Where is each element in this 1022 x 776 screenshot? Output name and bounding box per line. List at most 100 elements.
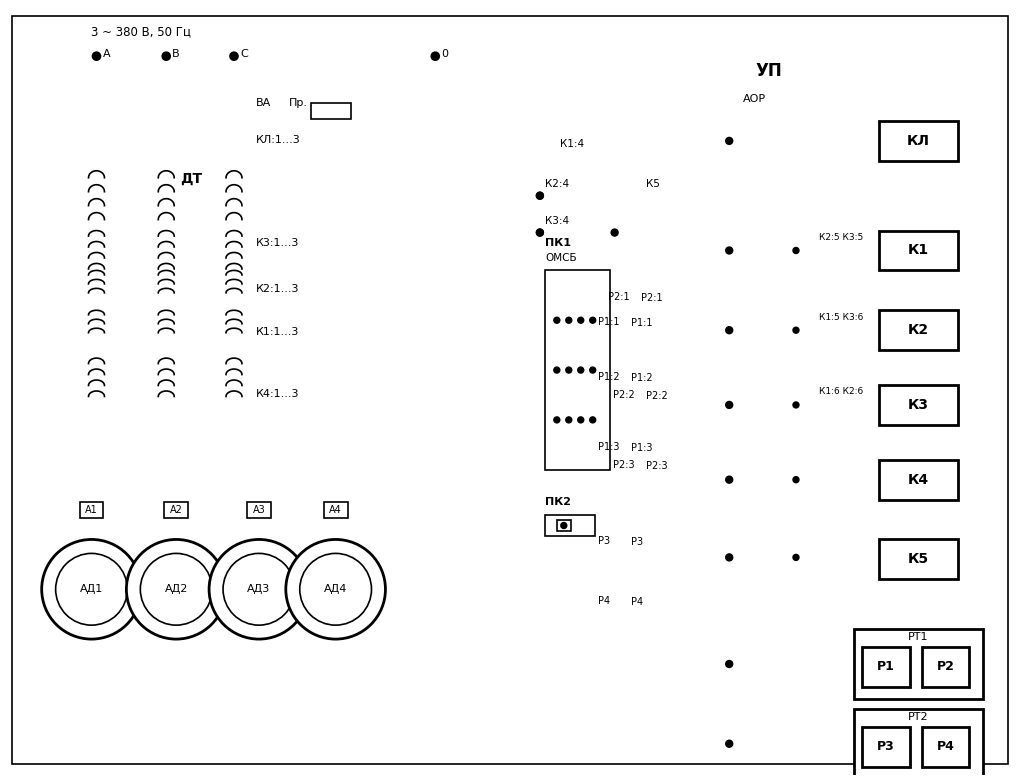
Text: Р2:2: Р2:2 xyxy=(612,390,635,400)
Text: ДТ: ДТ xyxy=(180,171,202,185)
Circle shape xyxy=(299,553,372,625)
Text: КЛ: КЛ xyxy=(908,134,930,148)
Circle shape xyxy=(611,229,618,236)
Text: A3: A3 xyxy=(252,504,266,514)
Bar xyxy=(879,459,959,500)
Bar xyxy=(879,121,959,161)
Text: Р2:3: Р2:3 xyxy=(646,461,667,471)
Text: К1:5 К3:6: К1:5 К3:6 xyxy=(819,313,864,322)
Text: Р3: Р3 xyxy=(598,536,610,546)
Circle shape xyxy=(210,539,309,639)
Text: Р2:1: Р2:1 xyxy=(641,293,662,303)
Text: КЛ:1...3: КЛ:1...3 xyxy=(256,135,300,145)
Circle shape xyxy=(793,476,799,483)
Bar xyxy=(922,727,969,767)
Text: К5: К5 xyxy=(646,178,659,189)
Circle shape xyxy=(566,317,571,324)
Bar xyxy=(922,647,969,687)
Bar xyxy=(862,647,910,687)
Text: Р1: Р1 xyxy=(877,660,894,674)
Circle shape xyxy=(793,248,799,254)
Circle shape xyxy=(286,539,385,639)
Text: B: B xyxy=(173,49,180,59)
Text: Р2:1: Р2:1 xyxy=(608,293,630,303)
Circle shape xyxy=(793,402,799,408)
Bar xyxy=(879,385,959,425)
Circle shape xyxy=(577,367,584,373)
Circle shape xyxy=(726,401,733,408)
Bar xyxy=(879,310,959,350)
Text: К2: К2 xyxy=(908,324,929,338)
Circle shape xyxy=(726,660,733,667)
Text: Р1:2: Р1:2 xyxy=(631,373,652,383)
Circle shape xyxy=(726,137,733,144)
Text: Р2:3: Р2:3 xyxy=(612,459,635,469)
Text: Р1:3: Р1:3 xyxy=(598,442,619,452)
Bar xyxy=(879,539,959,580)
Text: АД4: АД4 xyxy=(324,584,347,594)
Text: A2: A2 xyxy=(170,504,183,514)
Text: К4: К4 xyxy=(908,473,929,487)
Circle shape xyxy=(537,229,544,236)
Text: Р4: Р4 xyxy=(631,598,643,608)
Circle shape xyxy=(793,554,799,560)
Text: A: A xyxy=(102,49,110,59)
Text: A1: A1 xyxy=(85,504,98,514)
Text: АД2: АД2 xyxy=(165,584,188,594)
Text: Р1:1: Р1:1 xyxy=(631,318,652,328)
Text: Р1:1: Р1:1 xyxy=(598,317,619,327)
Bar xyxy=(853,708,983,776)
Text: АД3: АД3 xyxy=(247,584,271,594)
Bar xyxy=(557,519,570,532)
Text: К1: К1 xyxy=(908,244,929,258)
Circle shape xyxy=(554,417,560,423)
Circle shape xyxy=(537,192,544,199)
Circle shape xyxy=(230,52,238,61)
Circle shape xyxy=(577,417,584,423)
Bar xyxy=(324,501,347,518)
Text: К1:4: К1:4 xyxy=(560,139,584,149)
Circle shape xyxy=(590,367,596,373)
Circle shape xyxy=(590,417,596,423)
Text: АОР: АОР xyxy=(743,94,765,104)
Text: К2:4: К2:4 xyxy=(545,178,569,189)
Circle shape xyxy=(140,553,213,625)
Circle shape xyxy=(726,327,733,334)
Text: 3 ~ 380 В, 50 Гц: 3 ~ 380 В, 50 Гц xyxy=(91,25,191,38)
Text: 0: 0 xyxy=(442,49,449,59)
Text: ОМСБ: ОМСБ xyxy=(545,254,576,264)
Text: ПК2: ПК2 xyxy=(545,497,571,507)
Text: К4:1...3: К4:1...3 xyxy=(256,389,299,399)
Circle shape xyxy=(566,417,571,423)
Bar xyxy=(311,103,351,119)
Circle shape xyxy=(93,52,100,61)
Circle shape xyxy=(42,539,141,639)
Text: РТ2: РТ2 xyxy=(909,712,929,722)
Bar xyxy=(80,501,103,518)
Text: Р4: Р4 xyxy=(598,596,610,606)
Bar xyxy=(879,230,959,270)
Circle shape xyxy=(162,52,171,61)
Circle shape xyxy=(537,192,544,199)
Circle shape xyxy=(554,367,560,373)
Circle shape xyxy=(577,317,584,324)
Circle shape xyxy=(55,553,128,625)
Bar xyxy=(862,727,910,767)
Bar xyxy=(247,501,271,518)
Text: C: C xyxy=(240,49,247,59)
Text: ПК1: ПК1 xyxy=(545,237,571,248)
Circle shape xyxy=(726,476,733,483)
Text: A4: A4 xyxy=(329,504,342,514)
Circle shape xyxy=(590,317,596,324)
Text: Пр.: Пр. xyxy=(289,98,308,108)
Bar xyxy=(545,514,595,536)
Text: К3:1...3: К3:1...3 xyxy=(256,237,299,248)
Circle shape xyxy=(566,367,571,373)
Text: Р3: Р3 xyxy=(631,538,643,547)
Text: УП: УП xyxy=(755,62,783,80)
Bar xyxy=(545,270,610,469)
Text: Р3: Р3 xyxy=(877,740,894,753)
Text: Р1:2: Р1:2 xyxy=(598,372,619,382)
Circle shape xyxy=(793,327,799,333)
Circle shape xyxy=(431,52,439,61)
